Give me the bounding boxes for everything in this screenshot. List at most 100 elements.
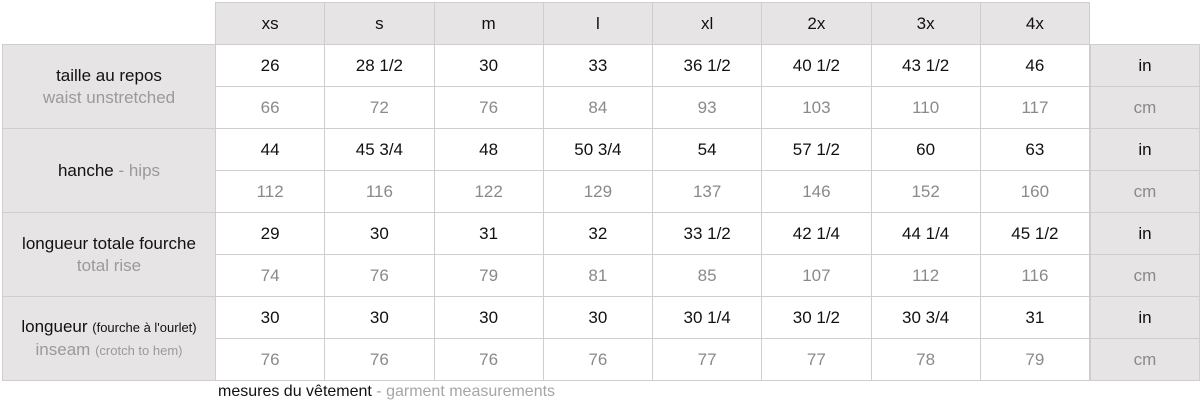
label-en: waist unstretched [42,87,176,107]
label-separator: - [113,160,129,180]
value-cm: 129 [542,170,653,213]
caption-separator: - [371,383,387,400]
label-en: inseam [35,339,91,359]
value-in: 30 1/2 [761,296,872,339]
value-in: 30 [542,296,653,339]
value-cm: 84 [542,86,653,129]
value-cm: 66 [215,86,326,129]
value-cm: 112 [215,170,326,213]
value-in: 43 1/2 [870,44,981,87]
value-cm: 76 [433,338,544,381]
value-cm: 146 [761,170,872,213]
value-cm: 103 [761,86,872,129]
value-in: 33 [542,44,653,87]
label-line: hanche - hips [58,160,160,182]
value-cm: 76 [324,254,435,297]
label-line-fr: longueur totale fourche [22,233,196,255]
value-cm: 72 [324,86,435,129]
value-in: 36 1/2 [652,44,763,87]
value-in: 28 1/2 [324,44,435,87]
value-cm: 122 [433,170,544,213]
value-cm: 76 [433,86,544,129]
value-cm: 77 [761,338,872,381]
value-in: 50 3/4 [542,128,653,171]
value-cm: 117 [979,86,1090,129]
value-cm: 137 [652,170,763,213]
value-in: 30 [433,44,544,87]
value-in: 33 1/2 [652,212,763,255]
value-in: 30 [324,296,435,339]
value-in: 30 [433,296,544,339]
unit-in: in [1090,296,1200,339]
caption-en: garment measurements [386,383,556,400]
value-cm: 77 [652,338,763,381]
value-cm: 116 [324,170,435,213]
value-cm: 76 [324,338,435,381]
unit-in: in [1090,212,1200,255]
measurement-label: longueur totale fourche total rise [2,212,216,297]
size-header-2x: 2x [761,2,872,45]
size-header-m: m [433,2,544,45]
value-cm: 78 [870,338,981,381]
label-fr: taille au repos [56,65,162,85]
value-in: 48 [433,128,544,171]
value-cm: 93 [652,86,763,129]
value-cm: 85 [652,254,763,297]
value-in: 31 [979,296,1090,339]
value-in: 29 [215,212,326,255]
label-en: total rise [76,255,142,275]
size-header-l: l [542,2,653,45]
value-in: 45 1/2 [979,212,1090,255]
size-header-xl: xl [652,2,763,45]
value-cm: 79 [433,254,544,297]
label-fr: longueur [21,316,88,336]
value-in: 44 1/4 [870,212,981,255]
unit-cm: cm [1090,338,1200,381]
label-fr: longueur totale fourche [22,233,196,253]
measurement-label: hanche - hips [2,128,216,213]
unit-cm: cm [1090,254,1200,297]
value-cm: 76 [542,338,653,381]
size-header-3x: 3x [870,2,981,45]
label-en: hips [128,160,161,180]
value-cm: 107 [761,254,872,297]
label-line-en: inseam (crotch to hem) [36,339,183,362]
value-in: 42 1/4 [761,212,872,255]
label-en-note: (crotch to hem) [95,342,183,358]
measurement-label: longueur (fourche à l'ourlet) inseam (cro… [2,296,216,381]
value-in: 30 3/4 [870,296,981,339]
value-in: 54 [652,128,763,171]
value-cm: 110 [870,86,981,129]
unit-cm: cm [1090,170,1200,213]
value-cm: 112 [870,254,981,297]
label-line-fr: taille au repos [56,65,162,87]
value-cm: 74 [215,254,326,297]
label-line-en: waist unstretched [43,87,175,109]
unit-cm: cm [1090,86,1200,129]
value-in: 30 1/4 [652,296,763,339]
value-in: 45 3/4 [324,128,435,171]
size-header-s: s [324,2,435,45]
value-cm: 152 [870,170,981,213]
value-in: 40 1/2 [761,44,872,87]
unit-in: in [1090,128,1200,171]
value-in: 30 [324,212,435,255]
value-in: 63 [979,128,1090,171]
value-cm: 79 [979,338,1090,381]
value-cm: 160 [979,170,1090,213]
value-in: 60 [870,128,981,171]
table-caption: mesures du vêtement - garment measuremen… [218,383,555,401]
value-cm: 76 [215,338,326,381]
measurement-label: taille au repos waist unstretched [2,44,216,129]
value-in: 57 1/2 [761,128,872,171]
value-cm: 116 [979,254,1090,297]
value-in: 30 [215,296,326,339]
value-in: 32 [542,212,653,255]
value-cm: 81 [542,254,653,297]
value-in: 46 [979,44,1090,87]
size-header-4x: 4x [979,2,1090,45]
value-in: 44 [215,128,326,171]
value-in: 26 [215,44,326,87]
unit-in: in [1090,44,1200,87]
value-in: 31 [433,212,544,255]
